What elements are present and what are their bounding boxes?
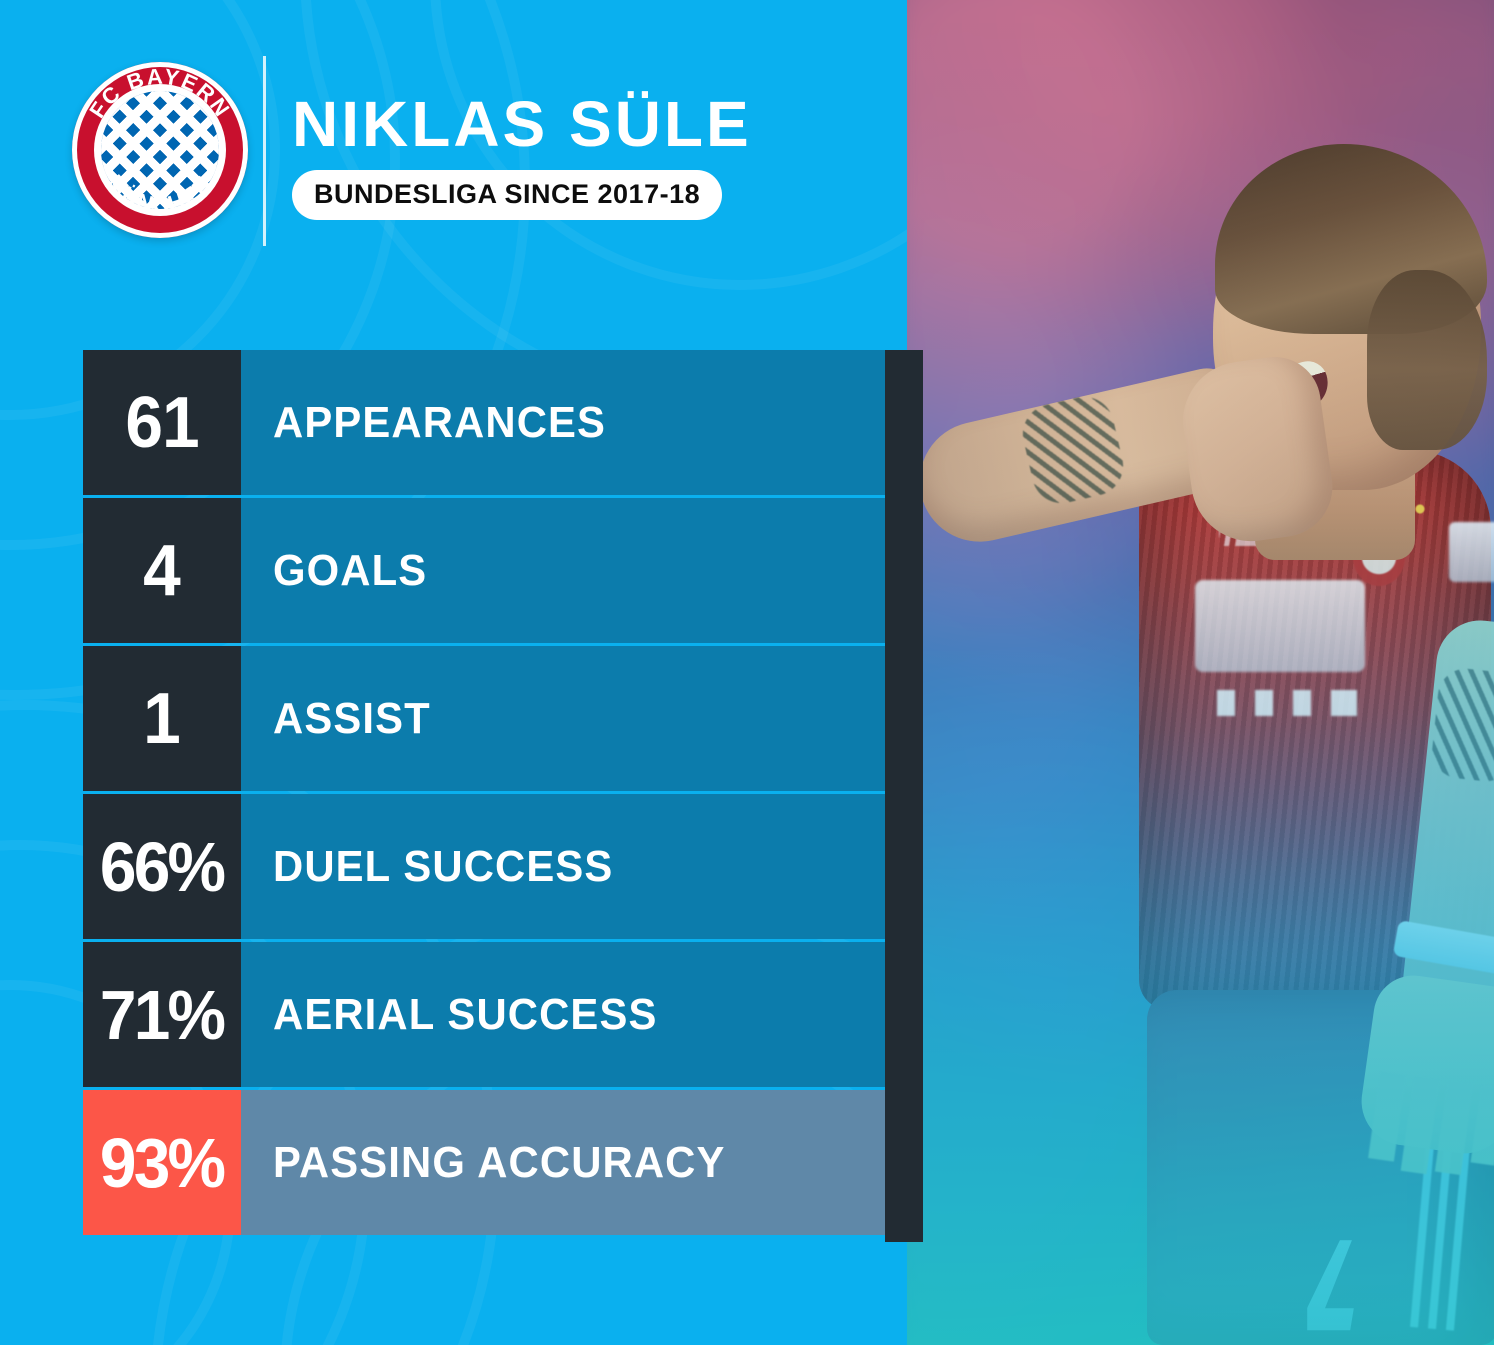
stat-bar: APPEARANCES (241, 350, 885, 495)
stat-value-box: 93% (83, 1090, 241, 1235)
stat-value-box: 66% (83, 794, 241, 939)
stat-bar: GOALS (241, 498, 885, 643)
stat-label: GOALS (273, 545, 428, 595)
stat-value-box: 71% (83, 942, 241, 1087)
stat-value-box: 61 (83, 350, 241, 495)
stat-row: 61 APPEARANCES (83, 350, 885, 495)
stat-row: 93% PASSING ACCURACY (83, 1090, 885, 1235)
stat-value: 4 (143, 530, 182, 611)
stat-bar: PASSING ACCURACY (241, 1090, 885, 1235)
stat-row: 71% AERIAL SUCCESS (83, 942, 885, 1087)
stat-label: APPEARANCES (273, 397, 607, 447)
stats-panel-edge (885, 350, 923, 1242)
stat-bar: ASSIST (241, 646, 885, 791)
crest-bottom-text: MÜNCHEN (103, 170, 216, 217)
header: FC BAYERN MÜNCHEN NIKLAS SÜLE BUNDESLIGA… (0, 0, 907, 330)
title-block: NIKLAS SÜLE BUNDESLIGA SINCE 2017-18 (292, 92, 892, 220)
stat-label: DUEL SUCCESS (273, 841, 614, 891)
stat-value: 93% (100, 1123, 226, 1202)
stat-label: ASSIST (273, 693, 431, 743)
stat-value: 71% (100, 975, 226, 1054)
stat-value: 1 (143, 678, 182, 759)
stat-bar: AERIAL SUCCESS (241, 942, 885, 1087)
crest-top-text: FC BAYERN (84, 64, 233, 123)
stat-bar: DUEL SUCCESS (241, 794, 885, 939)
stat-value: 61 (125, 382, 199, 463)
stat-label: AERIAL SUCCESS (273, 989, 658, 1039)
stat-value-box: 4 (83, 498, 241, 643)
header-divider (263, 56, 266, 246)
player-photo (907, 0, 1494, 1345)
svg-text:FC BAYERN: FC BAYERN (84, 64, 235, 123)
fc-bayern-crest-icon: FC BAYERN MÜNCHEN (72, 62, 248, 238)
photo-color-tint (907, 0, 1494, 1345)
svg-text:MÜNCHEN: MÜNCHEN (103, 170, 218, 217)
subtitle-badge: BUNDESLIGA SINCE 2017-18 (292, 170, 723, 220)
stat-label: PASSING ACCURACY (273, 1137, 726, 1187)
stat-row: 4 GOALS (83, 498, 885, 643)
stat-value: 66% (100, 827, 226, 906)
stats-panel: 61 APPEARANCES 4 GOALS 1 ASSIST 66% DUEL SUCCES… (83, 350, 923, 1242)
page-title: NIKLAS SÜLE (292, 88, 752, 160)
stat-row: 1 ASSIST (83, 646, 885, 791)
stat-row: 66% DUEL SUCCESS (83, 794, 885, 939)
stat-value-box: 1 (83, 646, 241, 791)
